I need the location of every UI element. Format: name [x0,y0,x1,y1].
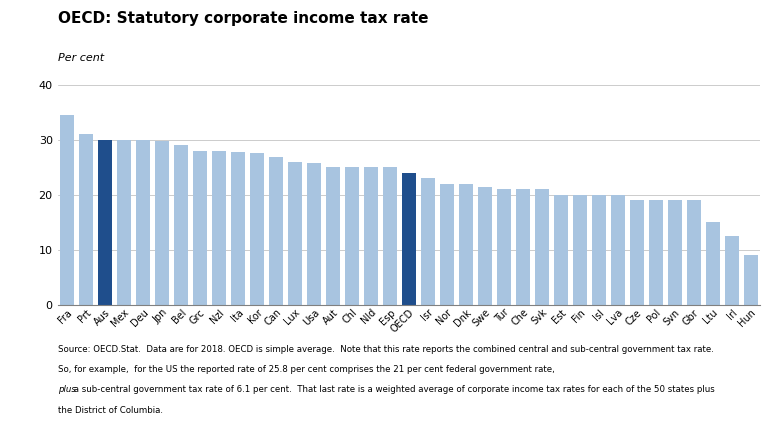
Bar [573,195,587,305]
Text: a sub-central government tax rate of 6.1 per cent.  That last rate is a weighted: a sub-central government tax rate of 6.1… [71,385,715,394]
Bar [440,184,454,305]
Bar [535,189,549,305]
Bar [288,162,302,305]
Bar [478,187,492,305]
Bar [516,189,530,305]
Text: So, for example,  for the US the reported rate of 25.8 per cent comprises the 21: So, for example, for the US the reported… [58,365,574,374]
Bar [98,140,112,305]
Bar [611,195,625,305]
Bar [231,152,245,305]
Bar [592,195,606,305]
Bar [743,255,758,305]
Text: Source: OECD.Stat.  Data are for 2018. OECD is simple average.  Note that this r: Source: OECD.Stat. Data are for 2018. OE… [58,345,713,354]
Bar [155,141,169,305]
Bar [630,200,644,305]
Bar [402,173,416,305]
Bar [667,200,682,305]
Bar [554,195,568,305]
Bar [117,140,131,305]
Bar [687,200,701,305]
Bar [269,157,283,305]
Bar [250,153,264,305]
Text: OECD: Statutory corporate income tax rate: OECD: Statutory corporate income tax rat… [58,11,428,25]
Bar [706,222,720,305]
Bar [649,200,663,305]
Text: plus: plus [58,385,75,394]
Bar [725,236,739,305]
Bar [174,145,188,305]
Bar [60,115,74,305]
Bar [382,167,397,305]
Bar [497,189,511,305]
Bar [136,140,151,305]
Bar [307,163,321,305]
Bar [364,167,378,305]
Text: So, for example,  for the US the reported rate of 25.8 per cent comprises the 21: So, for example, for the US the reported… [58,365,557,374]
Bar [326,167,340,305]
Bar [79,134,93,305]
Bar [212,151,226,305]
Bar [458,184,473,305]
Bar [421,178,435,305]
Text: the District of Columbia.: the District of Columbia. [58,406,163,415]
Bar [193,151,207,305]
Bar [345,167,359,305]
Text: Per cent: Per cent [58,53,104,63]
